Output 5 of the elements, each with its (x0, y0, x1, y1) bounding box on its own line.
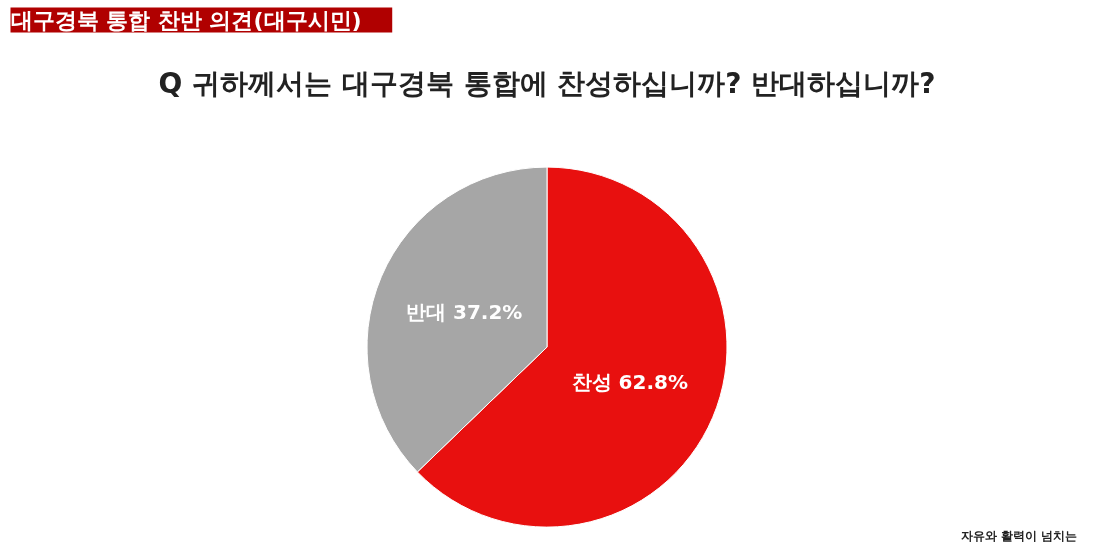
text: 대구경북 통합 찬반 의견(대구시민) (10, 7, 362, 33)
chart-subtitle: Q 귀하께서는 대구경북 통합에 찬성하십니까? 반대하십니까? (158, 67, 936, 101)
text: 자유와 활력이 넘치는 (960, 529, 1078, 544)
slice-label: 반대 37.2% (406, 299, 523, 324)
slice-label: 찬성 62.8% (571, 370, 689, 395)
